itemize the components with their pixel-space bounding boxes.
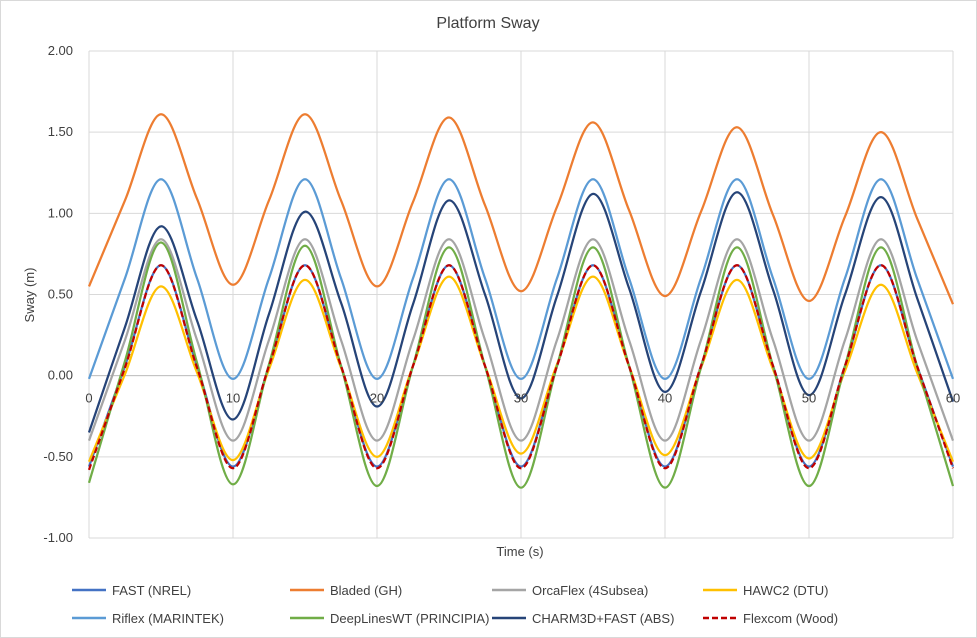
series-line-deeplineswt-principia (87, 241, 955, 489)
x-tick-label: 60 (946, 391, 960, 406)
chart-title: Platform Sway (436, 15, 539, 32)
y-tick-label: -0.50 (43, 449, 73, 464)
series-line-hawc2-dtu (87, 275, 955, 463)
y-tick-label: 1.50 (48, 124, 73, 139)
y-axis-title: Sway (m) (22, 268, 37, 323)
x-tick-label: 0 (85, 391, 92, 406)
series-line-bladed-gh (87, 113, 955, 305)
x-tick-label: 20 (370, 391, 384, 406)
series-line-charm3d-fast-abs (87, 191, 955, 433)
series-line-riflex-marintek (87, 178, 955, 381)
y-tick-label: -1.00 (43, 530, 73, 545)
legend: FAST (NREL) Bladed (GH) OrcaFlex (4Subsea)… (72, 583, 838, 626)
series-line-flexcom-wood (87, 264, 955, 471)
y-tick-label: 1.00 (48, 205, 73, 220)
y-tick-label: 2.00 (48, 43, 73, 58)
series-line-orcaflex-4subsea (87, 238, 955, 442)
x-tick-label: 10 (226, 391, 240, 406)
legend-label-flexcom-wood: Flexcom (Wood) (743, 611, 838, 626)
x-tick-label: 40 (658, 391, 672, 406)
series-lines (87, 113, 955, 489)
x-tick-label: 30 (514, 391, 528, 406)
tick-labels: 2.00 1.50 1.00 0.50 0.00 -0.50 -1.00 0 10 20 30 40 5… (43, 43, 960, 545)
y-tick-label: 0.00 (48, 368, 73, 383)
legend-label-orcaflex-4subsea: OrcaFlex (4Subsea) (532, 583, 648, 598)
legend-label-hawc2-dtu: HAWC2 (DTU) (743, 583, 828, 598)
legend-label-riflex-marintek: Riflex (MARINTEK) (112, 611, 224, 626)
y-tick-label: 0.50 (48, 287, 73, 302)
legend-label-fast-nrel: FAST (NREL) (112, 583, 191, 598)
legend-label-charm3d-fast-abs: CHARM3D+FAST (ABS) (532, 611, 674, 626)
x-tick-label: 50 (802, 391, 816, 406)
legend-label-bladed-gh: Bladed (GH) (330, 583, 402, 598)
legend-label-deeplineswt-principia: DeepLinesWT (PRINCIPIA) (330, 611, 489, 626)
x-axis-title: Time (s) (496, 544, 543, 559)
series-line-fast-nrel (87, 264, 955, 468)
